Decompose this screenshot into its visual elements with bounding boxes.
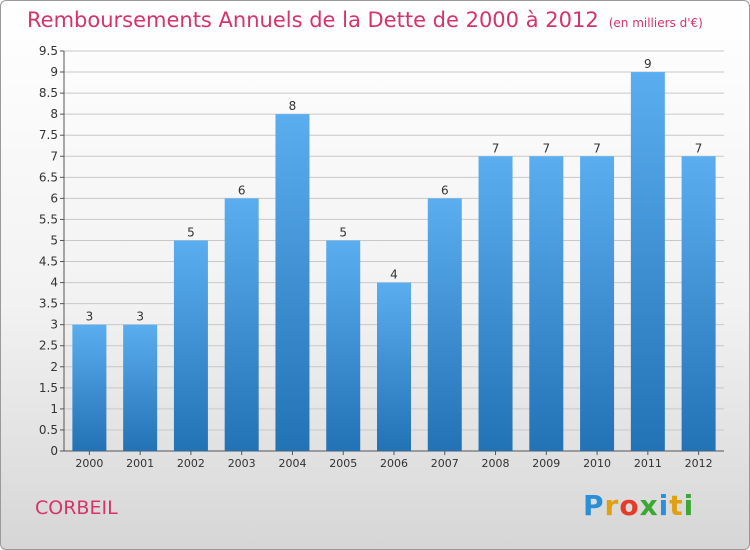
- logo-letter: r: [604, 489, 620, 522]
- y-tick-label: 9.5: [39, 44, 58, 58]
- logo-letter: i: [658, 489, 670, 522]
- y-tick-label: 5: [50, 233, 58, 247]
- data-label: 4: [390, 268, 398, 282]
- bar: [224, 198, 259, 451]
- bar: [72, 324, 107, 451]
- logo-letter: o: [619, 489, 640, 522]
- data-label: 3: [86, 310, 94, 324]
- y-tick-label: 1.5: [39, 381, 58, 395]
- x-tick-label: 2011: [634, 457, 662, 470]
- y-tick-label: 5.5: [39, 212, 58, 226]
- y-tick-label: 1: [50, 402, 58, 416]
- x-tick-label: 2010: [583, 457, 611, 470]
- bar: [427, 198, 462, 451]
- x-tick-label: 2007: [431, 457, 459, 470]
- x-tick-label: 2009: [532, 457, 560, 470]
- x-tick-label: 2002: [177, 457, 205, 470]
- y-tick-label: 0: [50, 444, 58, 458]
- data-label: 5: [187, 225, 195, 239]
- y-tick-label: 8.5: [39, 86, 58, 100]
- logo-letter: i: [683, 489, 695, 522]
- bar: [377, 282, 411, 451]
- bar: [529, 156, 564, 451]
- bar: [630, 72, 665, 451]
- town-name: CORBEIL: [35, 497, 118, 519]
- y-tick-label: 7.5: [39, 128, 58, 142]
- x-tick-label: 2003: [228, 457, 256, 470]
- data-label: 3: [136, 310, 144, 324]
- y-tick-label: 2.5: [39, 339, 58, 353]
- proxiti-logo: Proxiti: [583, 489, 694, 522]
- logo-letter: P: [583, 489, 605, 522]
- data-label: 6: [441, 183, 449, 197]
- y-tick-label: 6: [50, 191, 58, 205]
- data-label: 7: [695, 141, 703, 155]
- y-tick-label: 8: [50, 107, 58, 121]
- data-label: 7: [593, 141, 601, 155]
- unit-note: (en milliers d'€): [608, 16, 703, 30]
- bar: [326, 240, 361, 451]
- chart-title-block: Remboursements Annuels de la Dette de 20…: [27, 8, 703, 32]
- bar: [123, 324, 158, 451]
- x-tick-label: 2008: [482, 457, 510, 470]
- data-label: 7: [492, 141, 500, 155]
- x-tick-label: 2012: [685, 457, 713, 470]
- logo-letter: x: [639, 489, 659, 522]
- logo-letter: t: [669, 489, 684, 522]
- chart-title: Remboursements Annuels de la Dette de 20…: [27, 8, 599, 32]
- y-tick-label: 0.5: [39, 423, 58, 437]
- data-label: 7: [542, 141, 550, 155]
- bar: [580, 156, 615, 451]
- x-tick-label: 2006: [380, 457, 408, 470]
- data-label: 6: [238, 183, 246, 197]
- bar: [681, 156, 716, 451]
- y-tick-label: 4.5: [39, 255, 58, 269]
- y-tick-label: 4: [50, 276, 58, 290]
- bar: [275, 114, 310, 451]
- y-tick-label: 6.5: [39, 170, 58, 184]
- data-label: 8: [289, 99, 297, 113]
- bar: [173, 240, 208, 451]
- bar: [478, 156, 513, 451]
- y-tick-label: 3: [50, 318, 58, 332]
- y-tick-label: 7: [50, 149, 58, 163]
- data-label: 5: [339, 225, 347, 239]
- y-tick-label: 3.5: [39, 297, 58, 311]
- x-tick-label: 2004: [278, 457, 306, 470]
- x-tick-label: 2005: [329, 457, 357, 470]
- data-label: 9: [644, 57, 652, 71]
- y-tick-label: 9: [50, 65, 58, 79]
- x-tick-label: 2001: [126, 457, 154, 470]
- x-tick-label: 2000: [75, 457, 103, 470]
- y-tick-label: 2: [50, 360, 58, 374]
